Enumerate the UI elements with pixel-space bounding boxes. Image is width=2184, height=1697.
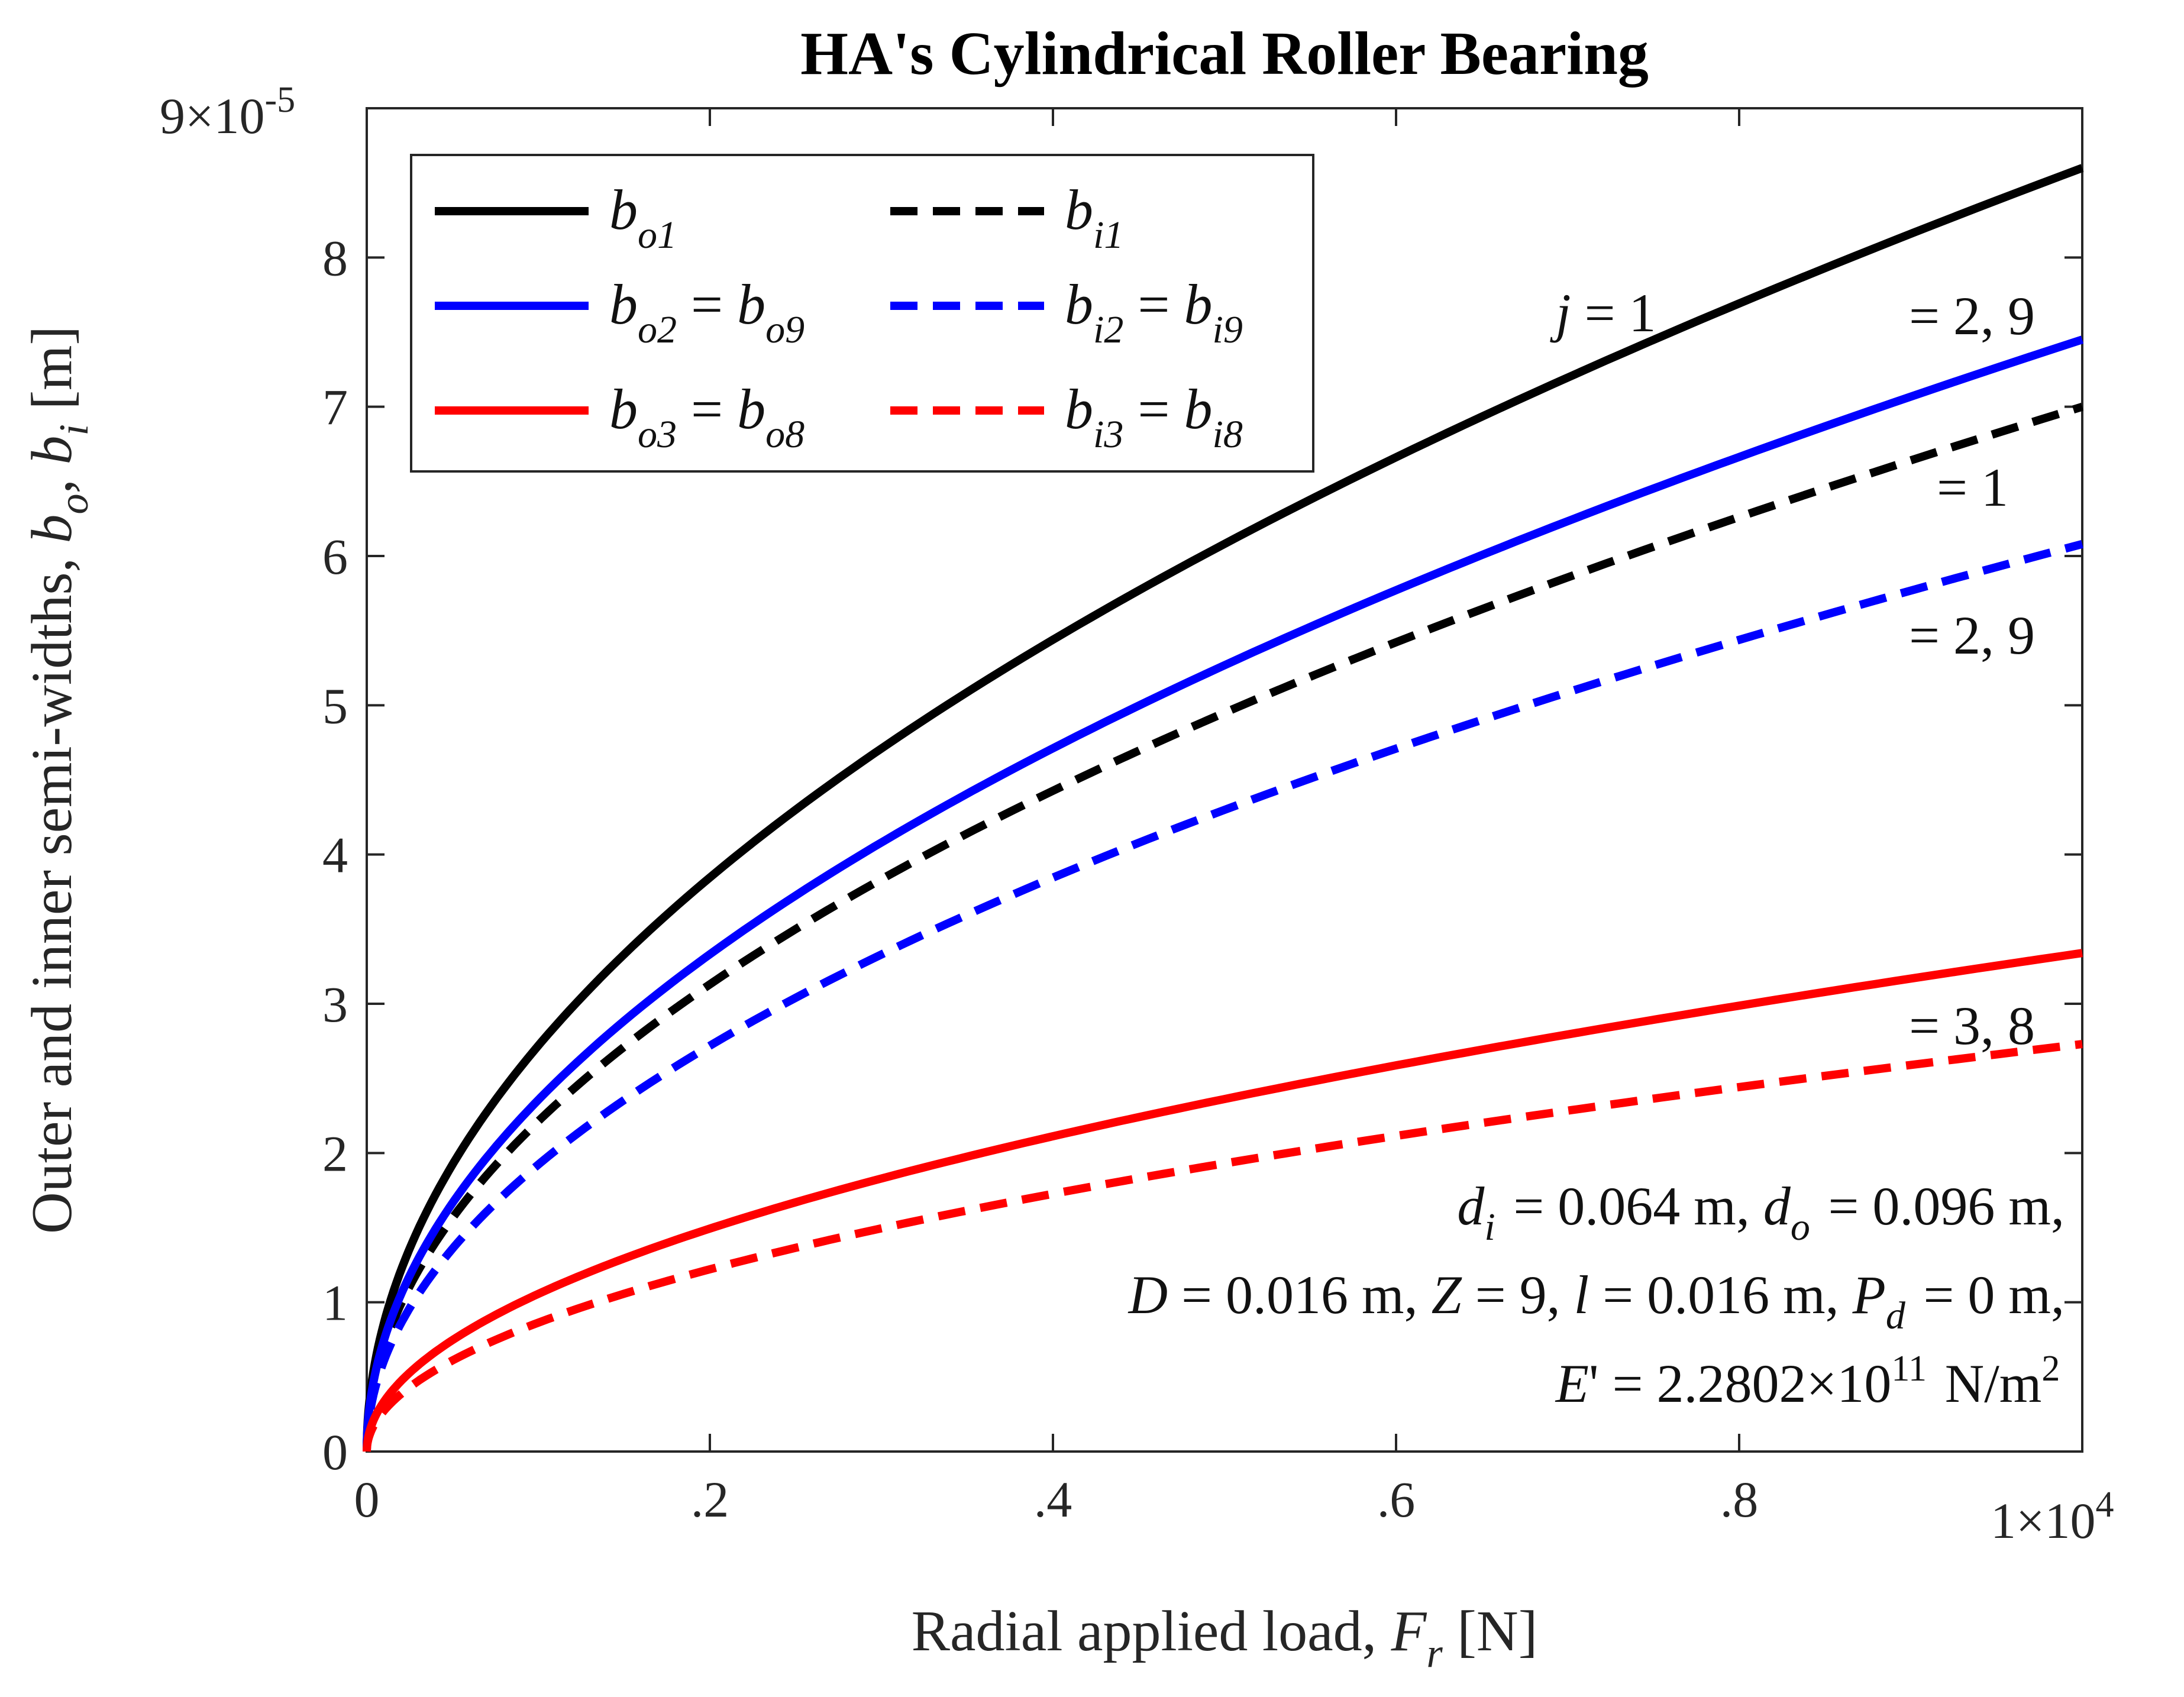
plot-box [366,107,2083,1453]
y-tick-label: 7 [322,379,348,436]
annotation-j29-inner: = 2, 9 [1909,605,2035,665]
curve-b-i1 [363,403,2084,1452]
annotation-j29-outer: = 2, 9 [1909,286,2035,346]
legend-label: bo2 = bo9 [609,273,805,351]
x-tick-label: 0 [354,1471,380,1528]
y-tick-label: 4 [322,827,348,884]
legend-label: bo1 [609,178,677,257]
x-tick-label: .4 [1034,1471,1072,1528]
y-tick-label: 2 [322,1125,348,1182]
annotation-j1-inner: = 1 [1937,457,2008,518]
annotation-params-line3: E' = 2.2802×1011 N/m2 [1555,1349,2065,1414]
legend-group: bo1 bi1 bo2 = bo9 bi2 = bi9 bo3 = bo8 bi3 = b… [410,154,1314,473]
y-tick-label: 8 [322,230,348,286]
curve-b-o2-b-o9 [363,335,2084,1452]
y-tick-label: 5 [322,677,348,734]
y-tick-label: 3 [322,976,348,1033]
y-axis-label: Outer and inner semi-widths, bo, bi [m] [20,326,97,1234]
legend-label: bi3 = bi8 [1065,377,1243,456]
annotation-j1-outer: j = 1 [1550,283,1656,343]
axes-group: 0 .2 .4 .6 .8 0 1 2 3 4 5 6 7 8 9×10-5 1×104 HA's Cylind… [20,20,2114,1676]
curve-b-i2-b-i9 [363,540,2083,1452]
curve-b-o1 [363,164,2084,1452]
y-exponent-label: 9×10-5 [160,80,295,144]
curves-group [363,164,2084,1453]
annotation-params-line1: di = 0.064 m, do = 0.096 m, [1457,1176,2065,1249]
x-axis-label: Radial applied load, Fr [N] [912,1599,1538,1676]
x-tick-label: .2 [691,1471,729,1528]
curve-b-i3-b-i8 [363,1040,2083,1453]
x-tick-label: .6 [1377,1471,1416,1528]
curve-b-o3-b-o8 [363,949,2083,1453]
y-tick-label: 0 [322,1424,348,1481]
annotation-j38: = 3, 8 [1909,995,2035,1056]
legend-label: bi1 [1065,178,1123,257]
y-tick-label: 1 [322,1275,348,1331]
annotation-params-line2: D = 0.016 m, Z = 9, l = 0.016 m, Pd = 0 … [1127,1265,2065,1337]
x-exponent-label: 1×104 [1991,1485,2114,1549]
annotations-group: j = 1 = 2, 9 = 1 = 2, 9 = 3, 8 di = 0.064 m, … [1127,283,2065,1414]
chart-title: HA's Cylindrical Roller Bearing [800,20,1649,88]
y-tick-label: 6 [322,528,348,585]
x-tick-label: .8 [1720,1471,1759,1528]
legend-label: bi2 = bi9 [1065,273,1243,351]
legend-label: bo3 = bo8 [609,377,805,456]
